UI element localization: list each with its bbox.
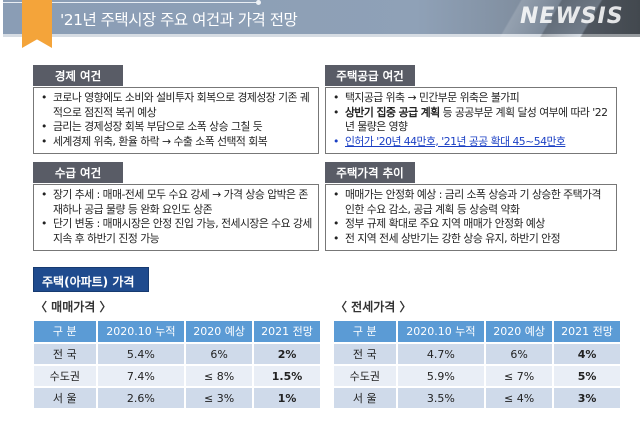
- table-cell: 서 울: [34, 388, 96, 408]
- panel-price-trend: 매매가는 안정화 예상 : 금리 소폭 상승과 기 상승한 주택가격 인한 수요…: [325, 184, 617, 251]
- list-item: 매매가는 안정화 예상 : 금리 소폭 상승과 기 상승한 주택가격 인한 수요…: [333, 188, 611, 217]
- table-cell: ≤ 7%: [486, 366, 553, 386]
- panels: 경제 여건 코로나 영향에도 소비와 설비투자 회복으로 경제성장 기존 궤적으…: [33, 65, 640, 259]
- table-cell: 5.4%: [97, 344, 185, 364]
- list-item: 장기 추세 : 매매-전세 모두 수요 강세 → 가격 상승 압박은 존재하나 …: [41, 188, 313, 217]
- left-column: 경제 여건 코로나 영향에도 소비와 설비투자 회복으로 경제성장 기존 궤적으…: [33, 65, 319, 259]
- table-label-jeonse: 〈 전세가격 〉: [335, 300, 412, 314]
- list-item: 전 지역 전세 상반기는 강한 상승 유지, 하반기 안정: [333, 232, 611, 247]
- column-header: 구 분: [334, 321, 396, 342]
- column-header: 2021 전망: [554, 321, 620, 342]
- table-cell: 서 울: [334, 388, 396, 408]
- panel-supply-demand: 장기 추세 : 매매-전세 모두 수요 강세 → 가격 상승 압박은 존재하나 …: [33, 184, 319, 251]
- list-item: 정부 규제 확대로 주요 지역 매매가 안정화 예상: [333, 217, 611, 232]
- jeonse-price-table: 구 분 2020.10 누적 2020 예상 2021 전망 전 국 4.7% 6% 4% 수도…: [332, 319, 622, 410]
- title-dot: [256, 0, 261, 5]
- table-cell: 6%: [486, 344, 553, 364]
- tab-housing-supply: 주택공급 여건: [325, 65, 415, 86]
- column-header: 구 분: [34, 321, 96, 342]
- table-row: 서 울 2.6% ≤ 3% 1%: [34, 388, 320, 408]
- table-cell: ≤ 3%: [186, 388, 253, 408]
- list-item: 단기 변동 : 매매시장은 안정 진입 가능, 전세시장은 수요 강세 지속 후…: [41, 217, 313, 246]
- table-cell: 2.6%: [97, 388, 185, 408]
- bold-text: 상반기 집중 공급 계획: [345, 105, 440, 119]
- section-title: 주택(아파트) 가격: [33, 267, 149, 292]
- column-header: 2020 예상: [486, 321, 553, 342]
- list-item: 금리는 경제성장 회복 부담으로 소폭 상승 그칠 듯: [41, 120, 313, 135]
- page-title: '21년 주택시장 주요 여건과 가격 전망: [60, 11, 298, 29]
- table-cell: 3.5%: [397, 388, 485, 408]
- panel-economy: 코로나 영향에도 소비와 설비투자 회복으로 경제성장 기존 궤적으로 점진적 …: [33, 87, 319, 154]
- title-line: [3, 2, 258, 3]
- table-cell: 4.7%: [397, 344, 485, 364]
- table-row: 전 국 4.7% 6% 4%: [334, 344, 620, 364]
- table-row: 수도권 5.9% ≤ 7% 5%: [334, 366, 620, 386]
- column-header: 2020.10 누적: [97, 321, 185, 342]
- table-cell: 5.9%: [397, 366, 485, 386]
- tab-economy: 경제 여건: [33, 65, 123, 86]
- table-cell: 6%: [186, 344, 253, 364]
- decorative-triangles: [460, 0, 640, 37]
- list-item: 세계경제 위축, 환율 하락 → 수출 소폭 선택적 회복: [41, 135, 313, 150]
- table-cell: 4%: [554, 344, 620, 364]
- table-cell: 1.5%: [254, 366, 320, 386]
- list-item: 택지공급 위축 → 민간부문 위축은 불가피: [333, 91, 611, 106]
- column-header: 2021 전망: [254, 321, 320, 342]
- table-cell: 5%: [554, 366, 620, 386]
- table-header-row: 구 분 2020.10 누적 2020 예상 2021 전망: [34, 321, 320, 342]
- table-header-row: 구 분 2020.10 누적 2020 예상 2021 전망: [334, 321, 620, 342]
- table-cell: 7.4%: [97, 366, 185, 386]
- list-item: 코로나 영향에도 소비와 설비투자 회복으로 경제성장 기존 궤적으로 점진적 …: [41, 91, 313, 120]
- panel-housing-supply: 택지공급 위축 → 민간부문 위축은 불가피 상반기 집중 공급 계획 등 공공…: [325, 87, 617, 154]
- table-cell: 전 국: [334, 344, 396, 364]
- text: 등 공공부문 계획 달성 여부에 따라 '22년 물량은 영향: [345, 105, 608, 134]
- table-cell: 수도권: [334, 366, 396, 386]
- table-row: 수도권 7.4% ≤ 8% 1.5%: [34, 366, 320, 386]
- title-bar: [3, 0, 640, 37]
- newsis-watermark: NEWSIS: [520, 4, 624, 29]
- column-header: 2020.10 누적: [397, 321, 485, 342]
- table-cell: ≤ 8%: [186, 366, 253, 386]
- table-cell: 전 국: [34, 344, 96, 364]
- table-cell: 2%: [254, 344, 320, 364]
- table-row: 서 울 3.5% ≤ 4% 3%: [334, 388, 620, 408]
- right-column: 주택공급 여건 택지공급 위축 → 민간부문 위축은 불가피 상반기 집중 공급…: [325, 65, 617, 259]
- table-cell: 1%: [254, 388, 320, 408]
- table-label-sale: 〈 매매가격 〉: [35, 300, 112, 314]
- highlight-item: 인허가 '20년 44만호, '21년 공공 확대 45~54만호: [333, 135, 611, 150]
- list-item: 상반기 집중 공급 계획 등 공공부문 계획 달성 여부에 따라 '22년 물량…: [333, 106, 611, 135]
- table-cell: ≤ 4%: [486, 388, 553, 408]
- table-cell: 3%: [554, 388, 620, 408]
- tab-supply-demand: 수급 여건: [33, 162, 123, 183]
- sale-price-table: 구 분 2020.10 누적 2020 예상 2021 전망 전 국 5.4% 6% 2% 수도…: [32, 319, 322, 410]
- table-row: 전 국 5.4% 6% 2%: [34, 344, 320, 364]
- tab-price-trend: 주택가격 추이: [325, 162, 415, 183]
- table-cell: 수도권: [34, 366, 96, 386]
- column-header: 2020 예상: [186, 321, 253, 342]
